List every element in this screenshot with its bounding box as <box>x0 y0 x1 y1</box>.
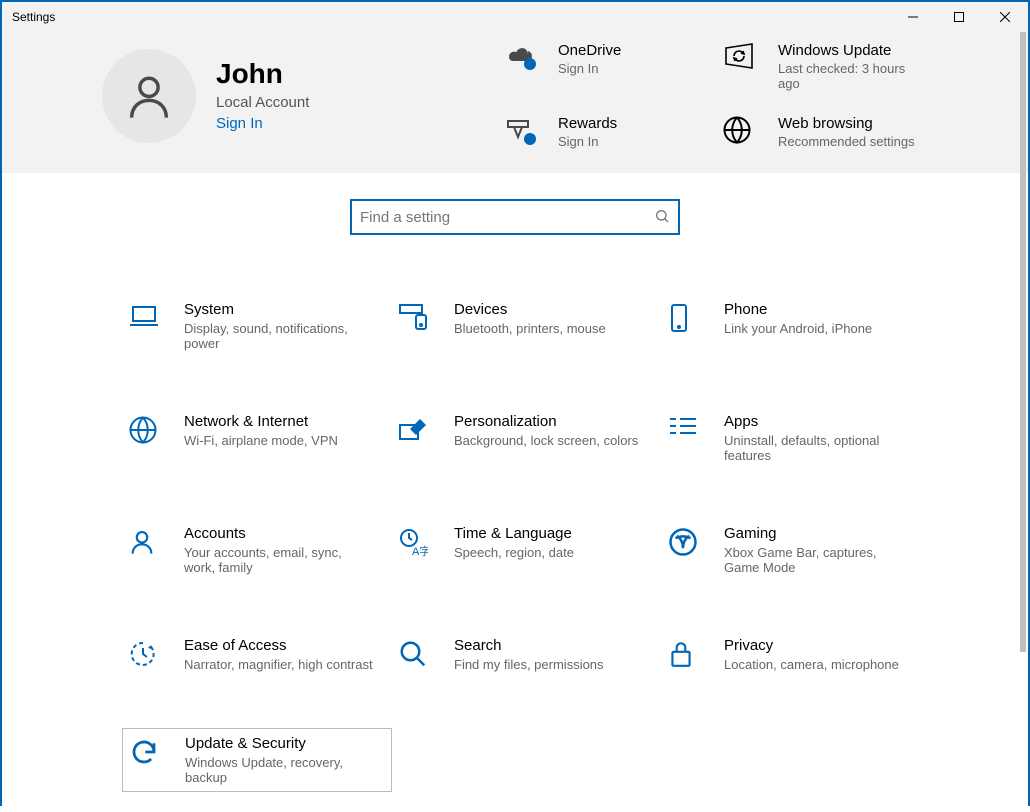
category-personalization[interactable]: Personalization Background, lock screen,… <box>392 407 662 469</box>
close-button[interactable] <box>982 2 1028 32</box>
laptop-icon <box>128 301 184 331</box>
category-sub: Xbox Game Bar, captures, Game Mode <box>724 545 914 575</box>
maximize-button[interactable] <box>936 2 982 32</box>
category-title: Network & Internet <box>184 413 338 430</box>
category-privacy[interactable]: Privacy Location, camera, microphone <box>662 631 932 678</box>
category-network[interactable]: Network & Internet Wi-Fi, airplane mode,… <box>122 407 392 469</box>
quicklink-title: OneDrive <box>558 42 621 59</box>
gaming-icon <box>668 525 724 557</box>
avatar <box>102 49 196 143</box>
header: John Local Account Sign In OneDrive Sign… <box>2 32 1028 173</box>
quicklink-sub: Sign In <box>558 134 617 149</box>
category-search[interactable]: Search Find my files, permissions <box>392 631 662 678</box>
category-system[interactable]: System Display, sound, notifications, po… <box>122 295 392 357</box>
quicklink-web-browsing[interactable]: Web browsing Recommended settings <box>722 115 942 149</box>
quick-links: OneDrive Sign In Windows Update Last che… <box>502 42 942 149</box>
category-accounts[interactable]: Accounts Your accounts, email, sync, wor… <box>122 519 392 581</box>
quicklink-rewards[interactable]: Rewards Sign In <box>502 115 722 149</box>
category-sub: Display, sound, notifications, power <box>184 321 374 351</box>
category-title: Devices <box>454 301 606 318</box>
category-title: Personalization <box>454 413 638 430</box>
globe-icon <box>722 115 778 145</box>
category-apps[interactable]: Apps Uninstall, defaults, optional featu… <box>662 407 932 469</box>
time-language-icon: A字 <box>398 525 454 557</box>
quicklink-sub: Last checked: 3 hours ago <box>778 61 918 91</box>
category-ease-of-access[interactable]: Ease of Access Narrator, magnifier, high… <box>122 631 392 678</box>
quicklink-title: Rewards <box>558 115 617 132</box>
category-sub: Link your Android, iPhone <box>724 321 872 336</box>
category-title: Gaming <box>724 525 914 542</box>
category-sub: Your accounts, email, sync, work, family <box>184 545 374 575</box>
globe-icon <box>128 413 184 445</box>
category-grid: System Display, sound, notifications, po… <box>2 235 1028 812</box>
window-title: Settings <box>12 10 55 24</box>
rewards-icon <box>502 115 558 149</box>
quicklink-onedrive[interactable]: OneDrive Sign In <box>502 42 722 91</box>
ease-of-access-icon <box>128 637 184 669</box>
quicklink-sub: Sign In <box>558 61 621 76</box>
category-title: Time & Language <box>454 525 574 542</box>
category-title: Privacy <box>724 637 899 654</box>
category-title: Search <box>454 637 604 654</box>
account-signin-link[interactable]: Sign In <box>216 115 309 132</box>
category-update-security[interactable]: Update & Security Windows Update, recove… <box>122 728 392 792</box>
quicklink-sub: Recommended settings <box>778 134 915 149</box>
search-box[interactable] <box>350 199 680 235</box>
scrollbar[interactable] <box>1020 32 1026 802</box>
lock-icon <box>668 637 724 669</box>
category-sub: Wi-Fi, airplane mode, VPN <box>184 433 338 448</box>
quicklink-title: Windows Update <box>778 42 918 59</box>
category-sub: Uninstall, defaults, optional features <box>724 433 914 463</box>
quicklink-windows-update[interactable]: Windows Update Last checked: 3 hours ago <box>722 42 942 91</box>
category-time-language[interactable]: A字 Time & Language Speech, region, date <box>392 519 662 581</box>
category-title: Ease of Access <box>184 637 373 654</box>
quicklink-title: Web browsing <box>778 115 915 132</box>
account-name: John <box>216 59 309 90</box>
search-input[interactable] <box>360 209 654 226</box>
search-icon <box>398 637 454 669</box>
titlebar: Settings <box>2 2 1028 32</box>
category-title: Update & Security <box>185 735 375 752</box>
phone-icon <box>668 301 724 333</box>
category-sub: Location, camera, microphone <box>724 657 899 672</box>
sync-icon <box>722 42 778 72</box>
apps-icon <box>668 413 724 441</box>
category-title: Phone <box>724 301 872 318</box>
category-sub: Narrator, magnifier, high contrast <box>184 657 373 672</box>
content: System Display, sound, notifications, po… <box>2 173 1028 812</box>
paint-icon <box>398 413 454 443</box>
search-icon <box>654 208 670 227</box>
category-sub: Bluetooth, printers, mouse <box>454 321 606 336</box>
category-sub: Windows Update, recovery, backup <box>185 755 375 785</box>
category-sub: Speech, region, date <box>454 545 574 560</box>
devices-icon <box>398 301 454 331</box>
category-devices[interactable]: Devices Bluetooth, printers, mouse <box>392 295 662 357</box>
account-block[interactable]: John Local Account Sign In <box>102 42 502 149</box>
category-title: Accounts <box>184 525 374 542</box>
person-icon <box>128 525 184 557</box>
cloud-icon <box>502 42 558 74</box>
category-phone[interactable]: Phone Link your Android, iPhone <box>662 295 932 357</box>
category-gaming[interactable]: Gaming Xbox Game Bar, captures, Game Mod… <box>662 519 932 581</box>
category-title: Apps <box>724 413 914 430</box>
svg-text:A字: A字 <box>412 544 428 557</box>
category-sub: Background, lock screen, colors <box>454 433 638 448</box>
category-sub: Find my files, permissions <box>454 657 604 672</box>
account-type: Local Account <box>216 94 309 111</box>
category-title: System <box>184 301 374 318</box>
update-icon <box>129 735 185 767</box>
scrollbar-thumb[interactable] <box>1020 32 1026 652</box>
minimize-button[interactable] <box>890 2 936 32</box>
